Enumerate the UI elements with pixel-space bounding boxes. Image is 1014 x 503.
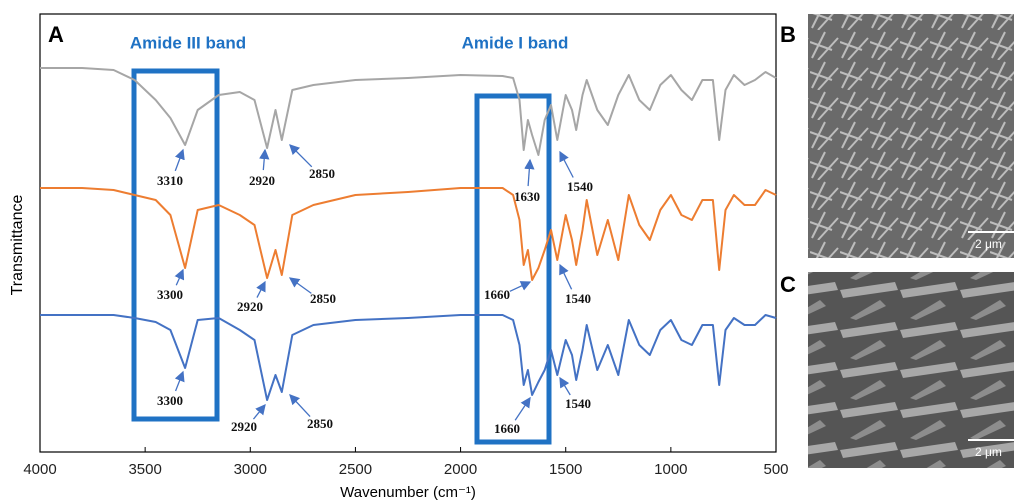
plot-frame (39, 13, 777, 453)
peak-arrow (252, 403, 266, 420)
spectrum-line (40, 187, 777, 281)
peak-arrow (559, 263, 573, 290)
peak-arrow (174, 148, 185, 172)
x-tick-label: 3000 (234, 461, 267, 478)
band-box (474, 93, 552, 445)
x-tick-label: 1000 (654, 461, 687, 478)
scale-bar-label: 2 μm (975, 445, 1002, 459)
peak-label: 3300 (157, 287, 183, 302)
peak-label: 1540 (565, 396, 591, 411)
panel-label: C (780, 272, 796, 297)
x-tick-label: 2000 (444, 461, 477, 478)
peak-arrow (559, 376, 571, 396)
peak-label: 1660 (494, 421, 520, 436)
peak-arrow (524, 158, 535, 187)
peak-label: 1540 (565, 291, 591, 306)
peak-arrow (174, 268, 185, 286)
sem-image (808, 14, 1014, 258)
band-label: Amide III band (130, 33, 246, 52)
peak-arrow (289, 144, 313, 168)
spectrum-line (40, 314, 777, 401)
x-axis-label: Wavenumber (cm⁻¹) (340, 484, 476, 501)
peak-label: 1630 (514, 189, 540, 204)
panel-label: A (48, 22, 64, 47)
x-tick-label: 1500 (549, 461, 582, 478)
peak-label: 1540 (567, 179, 593, 194)
spectrum-line (40, 67, 777, 156)
peak-label: 3300 (157, 393, 183, 408)
peak-label: 2850 (307, 416, 333, 431)
peak-arrow (174, 370, 185, 392)
peak-label: 2920 (249, 173, 275, 188)
band-box (131, 68, 220, 422)
peak-arrow (559, 150, 574, 178)
peak-label: 3310 (157, 173, 183, 188)
peak-label: 2920 (231, 419, 257, 434)
peak-arrow (289, 394, 311, 417)
peak-arrow (256, 280, 266, 298)
peak-label: 1660 (484, 287, 510, 302)
peak-arrow (259, 148, 270, 171)
band-label: Amide I band (462, 33, 569, 52)
peak-arrow (514, 396, 531, 421)
peak-label: 2850 (309, 166, 335, 181)
peak-arrow (509, 281, 532, 292)
scale-bar-label: 2 μm (975, 237, 1002, 251)
sem-image (808, 272, 1014, 468)
x-tick-label: 3500 (128, 461, 161, 478)
y-axis-label: Transmittance (9, 195, 26, 296)
peak-arrow (288, 277, 312, 294)
x-tick-label: 2500 (339, 461, 372, 478)
peak-label: 2850 (310, 291, 336, 306)
x-tick-label: 500 (763, 461, 788, 478)
panel-label: B (780, 22, 796, 47)
peak-label: 2920 (237, 299, 263, 314)
x-tick-label: 4000 (23, 461, 56, 478)
